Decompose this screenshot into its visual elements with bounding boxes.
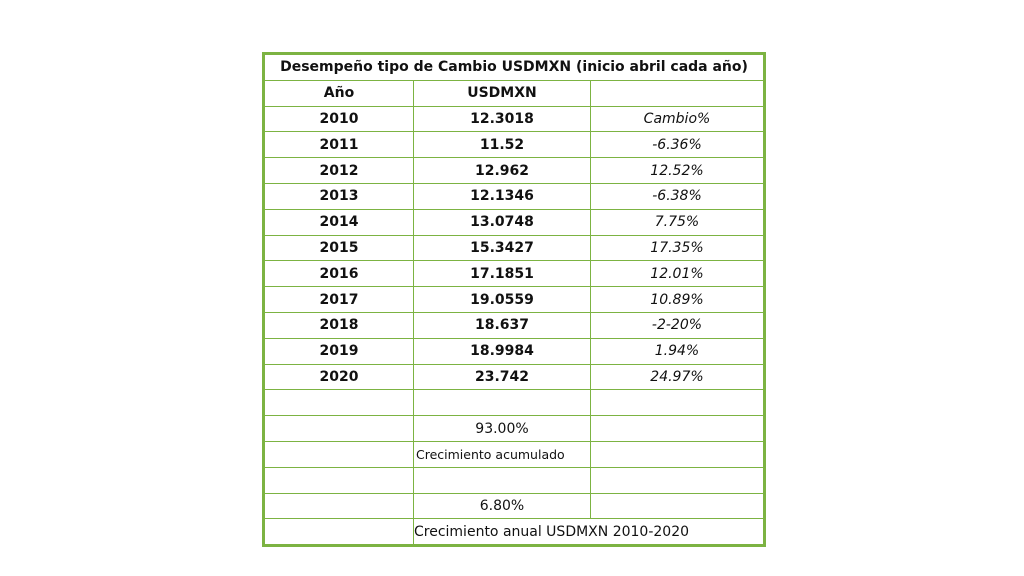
year-cell: 2012 <box>263 157 414 184</box>
rate-cell: 18.637 <box>413 311 591 339</box>
change-cell: -6.38% <box>590 182 765 210</box>
rate-cell: 15.3427 <box>413 234 591 262</box>
year-cell: 2018 <box>263 311 414 339</box>
rate-cell: 12.962 <box>413 157 591 184</box>
header-rate: USDMXN <box>413 79 591 107</box>
year-cell: 2016 <box>263 260 414 288</box>
rate-cell: 17.1851 <box>413 260 591 288</box>
table-title: Desempeño tipo de Cambio USDMXN (inicio … <box>263 53 765 81</box>
table-row: 2016 17.1851 12.01% <box>263 260 765 288</box>
year-cell: 2017 <box>263 286 414 313</box>
rate-cell: 18.9984 <box>413 337 591 365</box>
table-row: 2012 12.962 12.52% <box>263 157 765 184</box>
table-row: 2020 23.742 24.97% <box>263 363 765 391</box>
empty-row <box>263 389 765 417</box>
summary-row: Crecimiento anual USDMXN 2010-2020 <box>263 518 765 547</box>
cumulative-growth-label: Crecimiento acumulado <box>413 440 591 468</box>
change-cell: -2-20% <box>590 311 765 339</box>
header-row: Año USDMXN <box>263 79 765 107</box>
change-cell: 1.94% <box>590 337 765 365</box>
table-row: 2017 19.0559 10.89% <box>263 286 765 313</box>
year-cell: 2015 <box>263 234 414 262</box>
empty-cell <box>263 440 414 468</box>
header-change <box>590 79 765 107</box>
summary-row: 93.00% <box>263 415 765 442</box>
empty-cell <box>590 492 765 520</box>
change-cell: 10.89% <box>590 286 765 313</box>
empty-cell <box>263 466 414 494</box>
year-cell: 2019 <box>263 337 414 365</box>
rate-cell: 12.1346 <box>413 182 591 210</box>
empty-cell <box>413 466 591 494</box>
empty-cell <box>263 415 414 442</box>
empty-cell <box>590 466 765 494</box>
exchange-rate-table: Desempeño tipo de Cambio USDMXN (inicio … <box>262 52 766 548</box>
year-cell: 2014 <box>263 208 414 236</box>
change-cell: 12.01% <box>590 260 765 288</box>
year-cell: 2011 <box>263 131 414 159</box>
annual-growth-label: Crecimiento anual USDMXN 2010-2020 <box>413 518 765 547</box>
rate-cell: 12.3018 <box>413 105 591 133</box>
change-cell: Cambio% <box>590 105 765 133</box>
table-row: 2014 13.0748 7.75% <box>263 208 765 236</box>
change-cell: -6.36% <box>590 131 765 159</box>
empty-cell <box>590 389 765 417</box>
summary-row: Crecimiento acumulado <box>263 440 765 468</box>
empty-cell <box>263 389 414 417</box>
cumulative-growth-value: 93.00% <box>413 415 591 442</box>
change-cell: 7.75% <box>590 208 765 236</box>
change-cell: 24.97% <box>590 363 765 391</box>
table-row: 2010 12.3018 Cambio% <box>263 105 765 133</box>
year-cell: 2020 <box>263 363 414 391</box>
year-cell: 2010 <box>263 105 414 133</box>
rate-cell: 23.742 <box>413 363 591 391</box>
year-cell: 2013 <box>263 182 414 210</box>
rate-cell: 13.0748 <box>413 208 591 236</box>
annual-growth-value: 6.80% <box>413 492 591 520</box>
empty-cell <box>263 518 414 547</box>
title-row: Desempeño tipo de Cambio USDMXN (inicio … <box>263 53 765 81</box>
empty-cell <box>590 440 765 468</box>
header-year: Año <box>263 79 414 107</box>
table-row: 2013 12.1346 -6.38% <box>263 182 765 210</box>
table-row: 2019 18.9984 1.94% <box>263 337 765 365</box>
table-row: 2015 15.3427 17.35% <box>263 234 765 262</box>
rate-cell: 11.52 <box>413 131 591 159</box>
empty-cell <box>590 415 765 442</box>
change-cell: 12.52% <box>590 157 765 184</box>
table-row: 2011 11.52 -6.36% <box>263 131 765 159</box>
summary-row: 6.80% <box>263 492 765 520</box>
empty-row <box>263 466 765 494</box>
empty-cell <box>263 492 414 520</box>
rate-cell: 19.0559 <box>413 286 591 313</box>
change-cell: 17.35% <box>590 234 765 262</box>
empty-cell <box>413 389 591 417</box>
table-row: 2018 18.637 -2-20% <box>263 311 765 339</box>
